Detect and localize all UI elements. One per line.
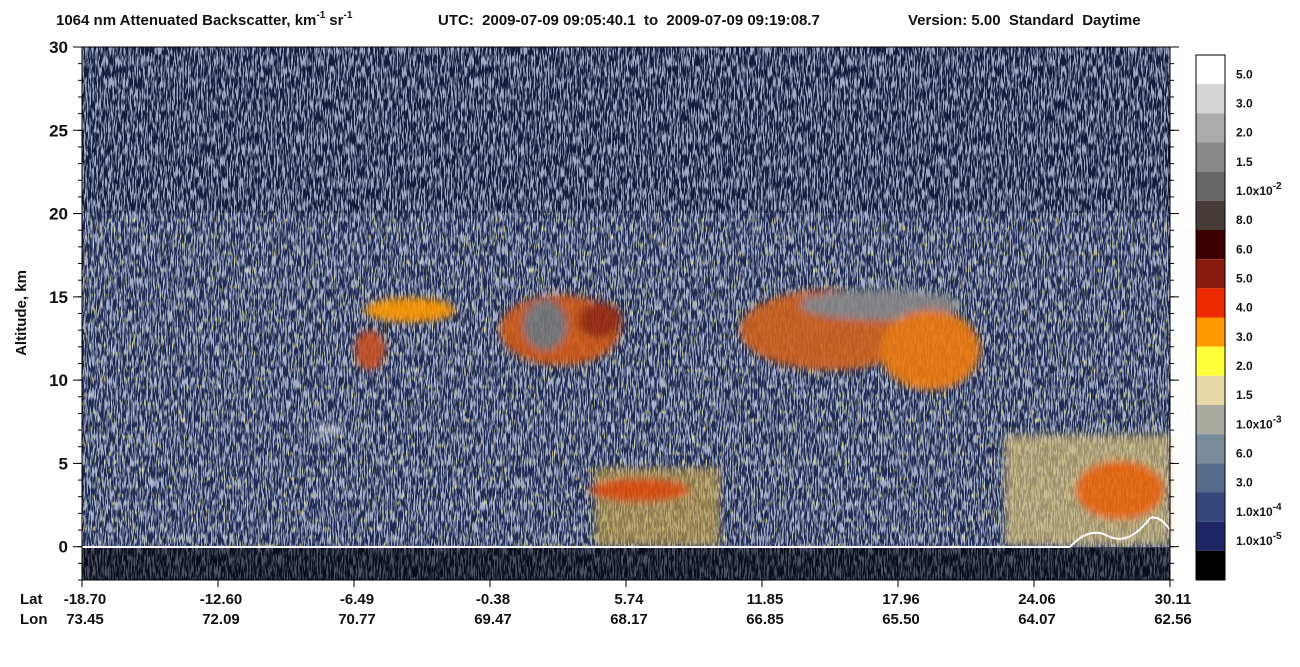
colorbar-swatch	[1196, 492, 1225, 522]
y-tick-label: 0	[59, 538, 68, 557]
x-tick-label: 11.85	[747, 591, 784, 608]
colorbar-label: 5.0	[1236, 272, 1253, 286]
colorbar-swatch	[1196, 230, 1225, 260]
colorbar-label-text: 4.0	[1236, 301, 1253, 315]
colorbar-swatch	[1196, 84, 1225, 114]
y-tick-label: 10	[49, 371, 68, 390]
colorbar-swatch	[1196, 317, 1225, 347]
colorbar-swatch	[1196, 375, 1225, 405]
y-tick-label: 25	[49, 121, 68, 140]
colorbar-label: 1.0x10-2	[1236, 181, 1282, 198]
x-tick-label: 65.50	[882, 611, 920, 628]
x-row-label: Lon	[20, 611, 48, 628]
colorbar-label: 4.0	[1236, 301, 1253, 315]
colorbar-label-text: 8.0	[1236, 213, 1253, 227]
colorbar-label: 1.5	[1236, 155, 1253, 169]
colorbar-label-text: 3.0	[1236, 476, 1253, 490]
colorbar-label: 3.0	[1236, 476, 1253, 490]
y-axis-label: Altitude, km	[13, 270, 30, 356]
colorbar-label-text: 5.0	[1236, 67, 1253, 81]
colorbar-swatch	[1196, 521, 1225, 551]
colorbar-swatch	[1196, 113, 1225, 143]
colorbar-label: 3.0	[1236, 330, 1253, 344]
colorbar-swatch	[1196, 405, 1225, 435]
colorbar-swatch	[1196, 259, 1225, 289]
colorbar-label-text: 3.0	[1236, 97, 1253, 111]
colorbar-label-exponent: -4	[1273, 502, 1282, 513]
y-tick-label: 20	[49, 205, 68, 224]
x-tick-label: 66.85	[746, 611, 784, 628]
x-tick-label: -6.49	[340, 591, 374, 608]
x-tick-label: 30.11	[1155, 591, 1192, 608]
colorbar-swatch	[1196, 346, 1225, 376]
utc-range: UTC: 2009-07-09 09:05:40.1 to 2009-07-09…	[438, 12, 820, 29]
colorbar-label-text: 6.0	[1236, 447, 1253, 461]
colorbar-swatch	[1196, 434, 1225, 464]
colorbar-swatch	[1196, 200, 1225, 230]
colorbar-swatch	[1196, 463, 1225, 493]
x-tick-label: -0.38	[476, 591, 510, 608]
y-tick-label: 30	[49, 38, 68, 57]
colorbar-label-text: 2.0	[1236, 126, 1253, 140]
y-tick-label: 5	[59, 454, 68, 473]
version: Version: 5.00 Standard Daytime	[908, 12, 1141, 29]
colorbar-label-exponent: -5	[1273, 531, 1282, 542]
x-tick-label: 62.56	[1154, 611, 1192, 628]
colorbar-label: 6.0	[1236, 242, 1253, 256]
colorbar-label-text: 3.0	[1236, 330, 1253, 344]
colorbar-label-text: 5.0	[1236, 272, 1253, 286]
colorbar-label-text: 1.0x10	[1236, 417, 1273, 431]
colorbar-label: 3.0	[1236, 97, 1253, 111]
x-tick-label: 64.07	[1018, 611, 1056, 628]
colorbar-swatch	[1196, 171, 1225, 201]
x-tick-label: 17.96	[882, 591, 920, 608]
backscatter-image	[82, 47, 1171, 580]
x-tick-label: 69.47	[474, 611, 512, 628]
colorbar-label-text: 2.0	[1236, 359, 1253, 373]
x-tick-label: -12.60	[200, 591, 243, 608]
colorbar-swatch	[1196, 288, 1225, 318]
colorbar-label: 1.0x10-5	[1236, 531, 1282, 548]
colorbar-label-text: 1.5	[1236, 155, 1253, 169]
colorbar-label-text: 1.5	[1236, 388, 1253, 402]
colorbar-label-text: 1.0x10	[1236, 505, 1273, 519]
colorbar-label: 2.0	[1236, 359, 1253, 373]
colorbar-swatch	[1196, 55, 1225, 85]
colorbar-label-exponent: -3	[1273, 414, 1282, 425]
x-tick-label: 72.09	[202, 611, 240, 628]
colorbar-frame	[1195, 54, 1226, 581]
colorbar-label-text: 6.0	[1236, 242, 1253, 256]
x-tick-label: 24.06	[1018, 591, 1056, 608]
colorbar-label: 8.0	[1236, 213, 1253, 227]
colorbar-label: 2.0	[1236, 126, 1253, 140]
x-tick-label: 68.17	[610, 611, 648, 628]
x-tick-label: 70.77	[338, 611, 376, 628]
colorbar-label-text: 1.0x10	[1236, 534, 1273, 548]
colorbar-swatch	[1196, 550, 1225, 580]
colorbar-label: 1.0x10-4	[1236, 502, 1282, 519]
colorbar-label: 6.0	[1236, 447, 1253, 461]
colorbar-swatch	[1196, 142, 1225, 172]
x-tick-label: 5.74	[614, 591, 644, 608]
chart-title: 1064 nm Attenuated Backscatter, km-1 sr-1	[56, 10, 353, 29]
y-tick-label: 15	[49, 288, 68, 307]
colorbar-label: 1.5	[1236, 388, 1253, 402]
x-row-label: Lat	[20, 591, 43, 608]
colorbar-label-text: 1.0x10	[1236, 184, 1273, 198]
colorbar-label-exponent: -2	[1273, 181, 1282, 192]
x-tick-label: -18.70	[64, 591, 107, 608]
x-tick-label: 73.45	[66, 611, 104, 628]
colorbar-label: 5.0	[1236, 67, 1253, 81]
colorbar-label: 1.0x10-3	[1236, 414, 1282, 431]
